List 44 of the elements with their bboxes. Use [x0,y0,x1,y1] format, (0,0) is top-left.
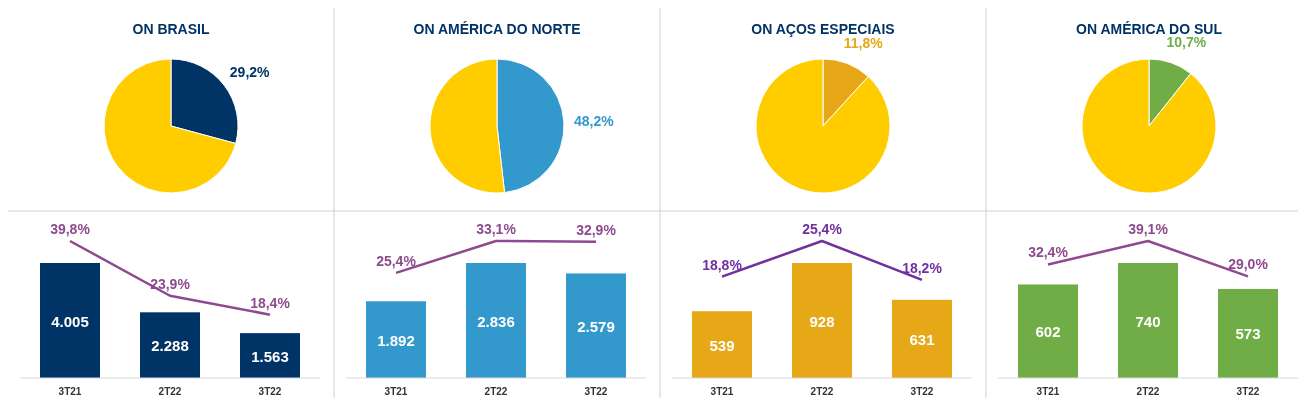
pie-slice [1081,58,1217,194]
data-label: 1.563 [251,347,289,365]
data-label: 32,9% [576,221,617,238]
x-tick-label: 2T22 [810,386,834,397]
x-tick-label: 3T21 [1036,386,1060,397]
chart-title: ON AMÉRICA DO NORTE [413,21,581,37]
data-label: 4.005 [51,312,89,330]
data-label: 33,1% [476,221,517,237]
data-label: 29,2% [229,63,271,80]
data-label: 18,2% [902,259,943,276]
data-label: 48,2% [574,112,615,129]
x-tick-label: 2T22 [1136,386,1160,397]
data-label: 2.836 [477,312,515,330]
data-label: 602 [1035,323,1061,341]
data-label: 631 [909,330,935,348]
x-tick-label: 3T21 [384,386,408,397]
data-label: 11,8% [843,35,884,52]
x-tick-label: 3T22 [258,386,282,397]
data-label: 39,8% [50,221,91,237]
data-label: 25,4% [802,221,843,237]
pie-slice [755,58,891,194]
data-label: 23,9% [150,275,191,292]
x-tick-label: 2T22 [158,386,182,397]
x-tick-label: 3T21 [58,386,82,397]
chart-title: ON BRASIL [132,21,210,37]
data-label: 29,0% [1228,256,1269,273]
data-label: 2.579 [577,317,615,335]
data-label: 928 [809,312,835,330]
data-label: 1.892 [377,331,415,349]
data-label: 740 [1135,312,1161,330]
data-label: 25,4% [376,252,417,269]
x-tick-label: 3T22 [584,386,608,397]
chart-title: ON AÇOS ESPECIAIS [751,21,895,37]
data-label: 573 [1235,325,1261,343]
x-tick-label: 2T22 [484,386,508,397]
data-label: 32,4% [1028,244,1069,261]
data-label: 2.288 [151,337,189,355]
x-tick-label: 3T21 [710,386,734,397]
data-label: 18,4% [250,294,291,311]
x-tick-label: 3T22 [1236,386,1260,397]
data-label: 539 [709,336,735,354]
data-label: 18,8% [702,256,743,273]
data-label: 39,1% [1128,221,1169,237]
x-tick-label: 3T22 [910,386,934,397]
